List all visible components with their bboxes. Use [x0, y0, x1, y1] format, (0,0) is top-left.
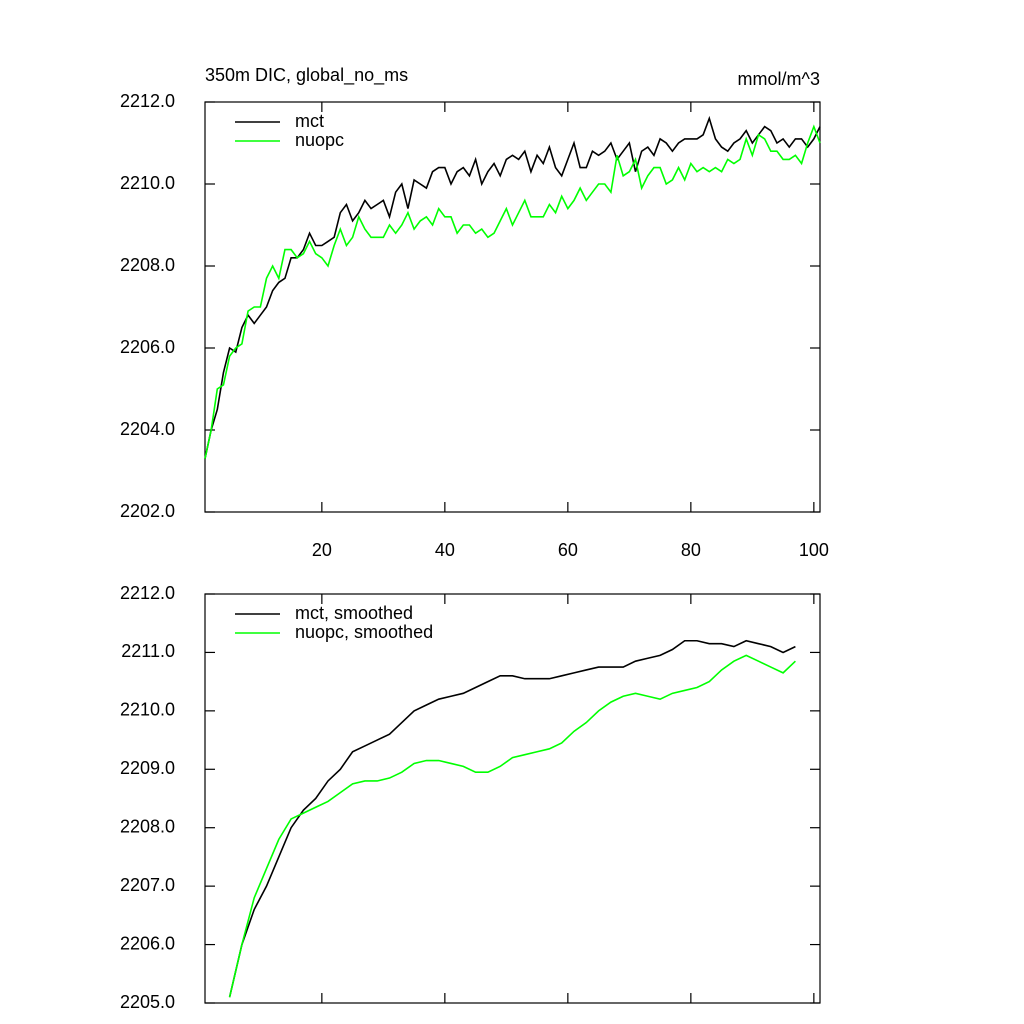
y-tick-label: 2209.0 — [120, 758, 175, 778]
y-tick-label: 2212.0 — [120, 583, 175, 603]
y-tick-label: 2211.0 — [121, 641, 175, 661]
series-line — [228, 654, 796, 998]
legend-label: nuopc — [295, 130, 344, 150]
y-tick-label: 2212.0 — [120, 91, 175, 111]
y-tick-label: 2206.0 — [120, 933, 175, 953]
series-line — [204, 115, 821, 459]
series-line — [228, 639, 796, 998]
y-tick-label: 2210.0 — [120, 173, 175, 193]
plot-frame — [204, 593, 821, 1004]
x-tick-label: 80 — [681, 540, 701, 560]
plot-frame — [204, 101, 821, 513]
y-tick-label: 2205.0 — [120, 992, 175, 1012]
legend-label: mct, smoothed — [295, 603, 413, 623]
y-tick-label: 2206.0 — [120, 337, 175, 357]
legend-label: mct — [295, 111, 324, 131]
y-tick-label: 2208.0 — [120, 255, 175, 275]
series-line — [204, 124, 821, 459]
y-tick-label: 2202.0 — [120, 501, 175, 521]
y-tick-label: 2207.0 — [120, 875, 175, 895]
chart-title: 350m DIC, global_no_ms — [205, 65, 408, 86]
y-tick-label: 2208.0 — [120, 816, 175, 836]
x-tick-label: 20 — [312, 540, 332, 560]
legend-label: nuopc, smoothed — [295, 622, 433, 642]
x-tick-label: 100 — [799, 540, 829, 560]
y-tick-label: 2210.0 — [120, 700, 175, 720]
units-label: mmol/m^3 — [738, 69, 820, 89]
x-tick-label: 40 — [435, 540, 455, 560]
y-tick-label: 2204.0 — [120, 419, 175, 439]
x-tick-label: 60 — [558, 540, 578, 560]
